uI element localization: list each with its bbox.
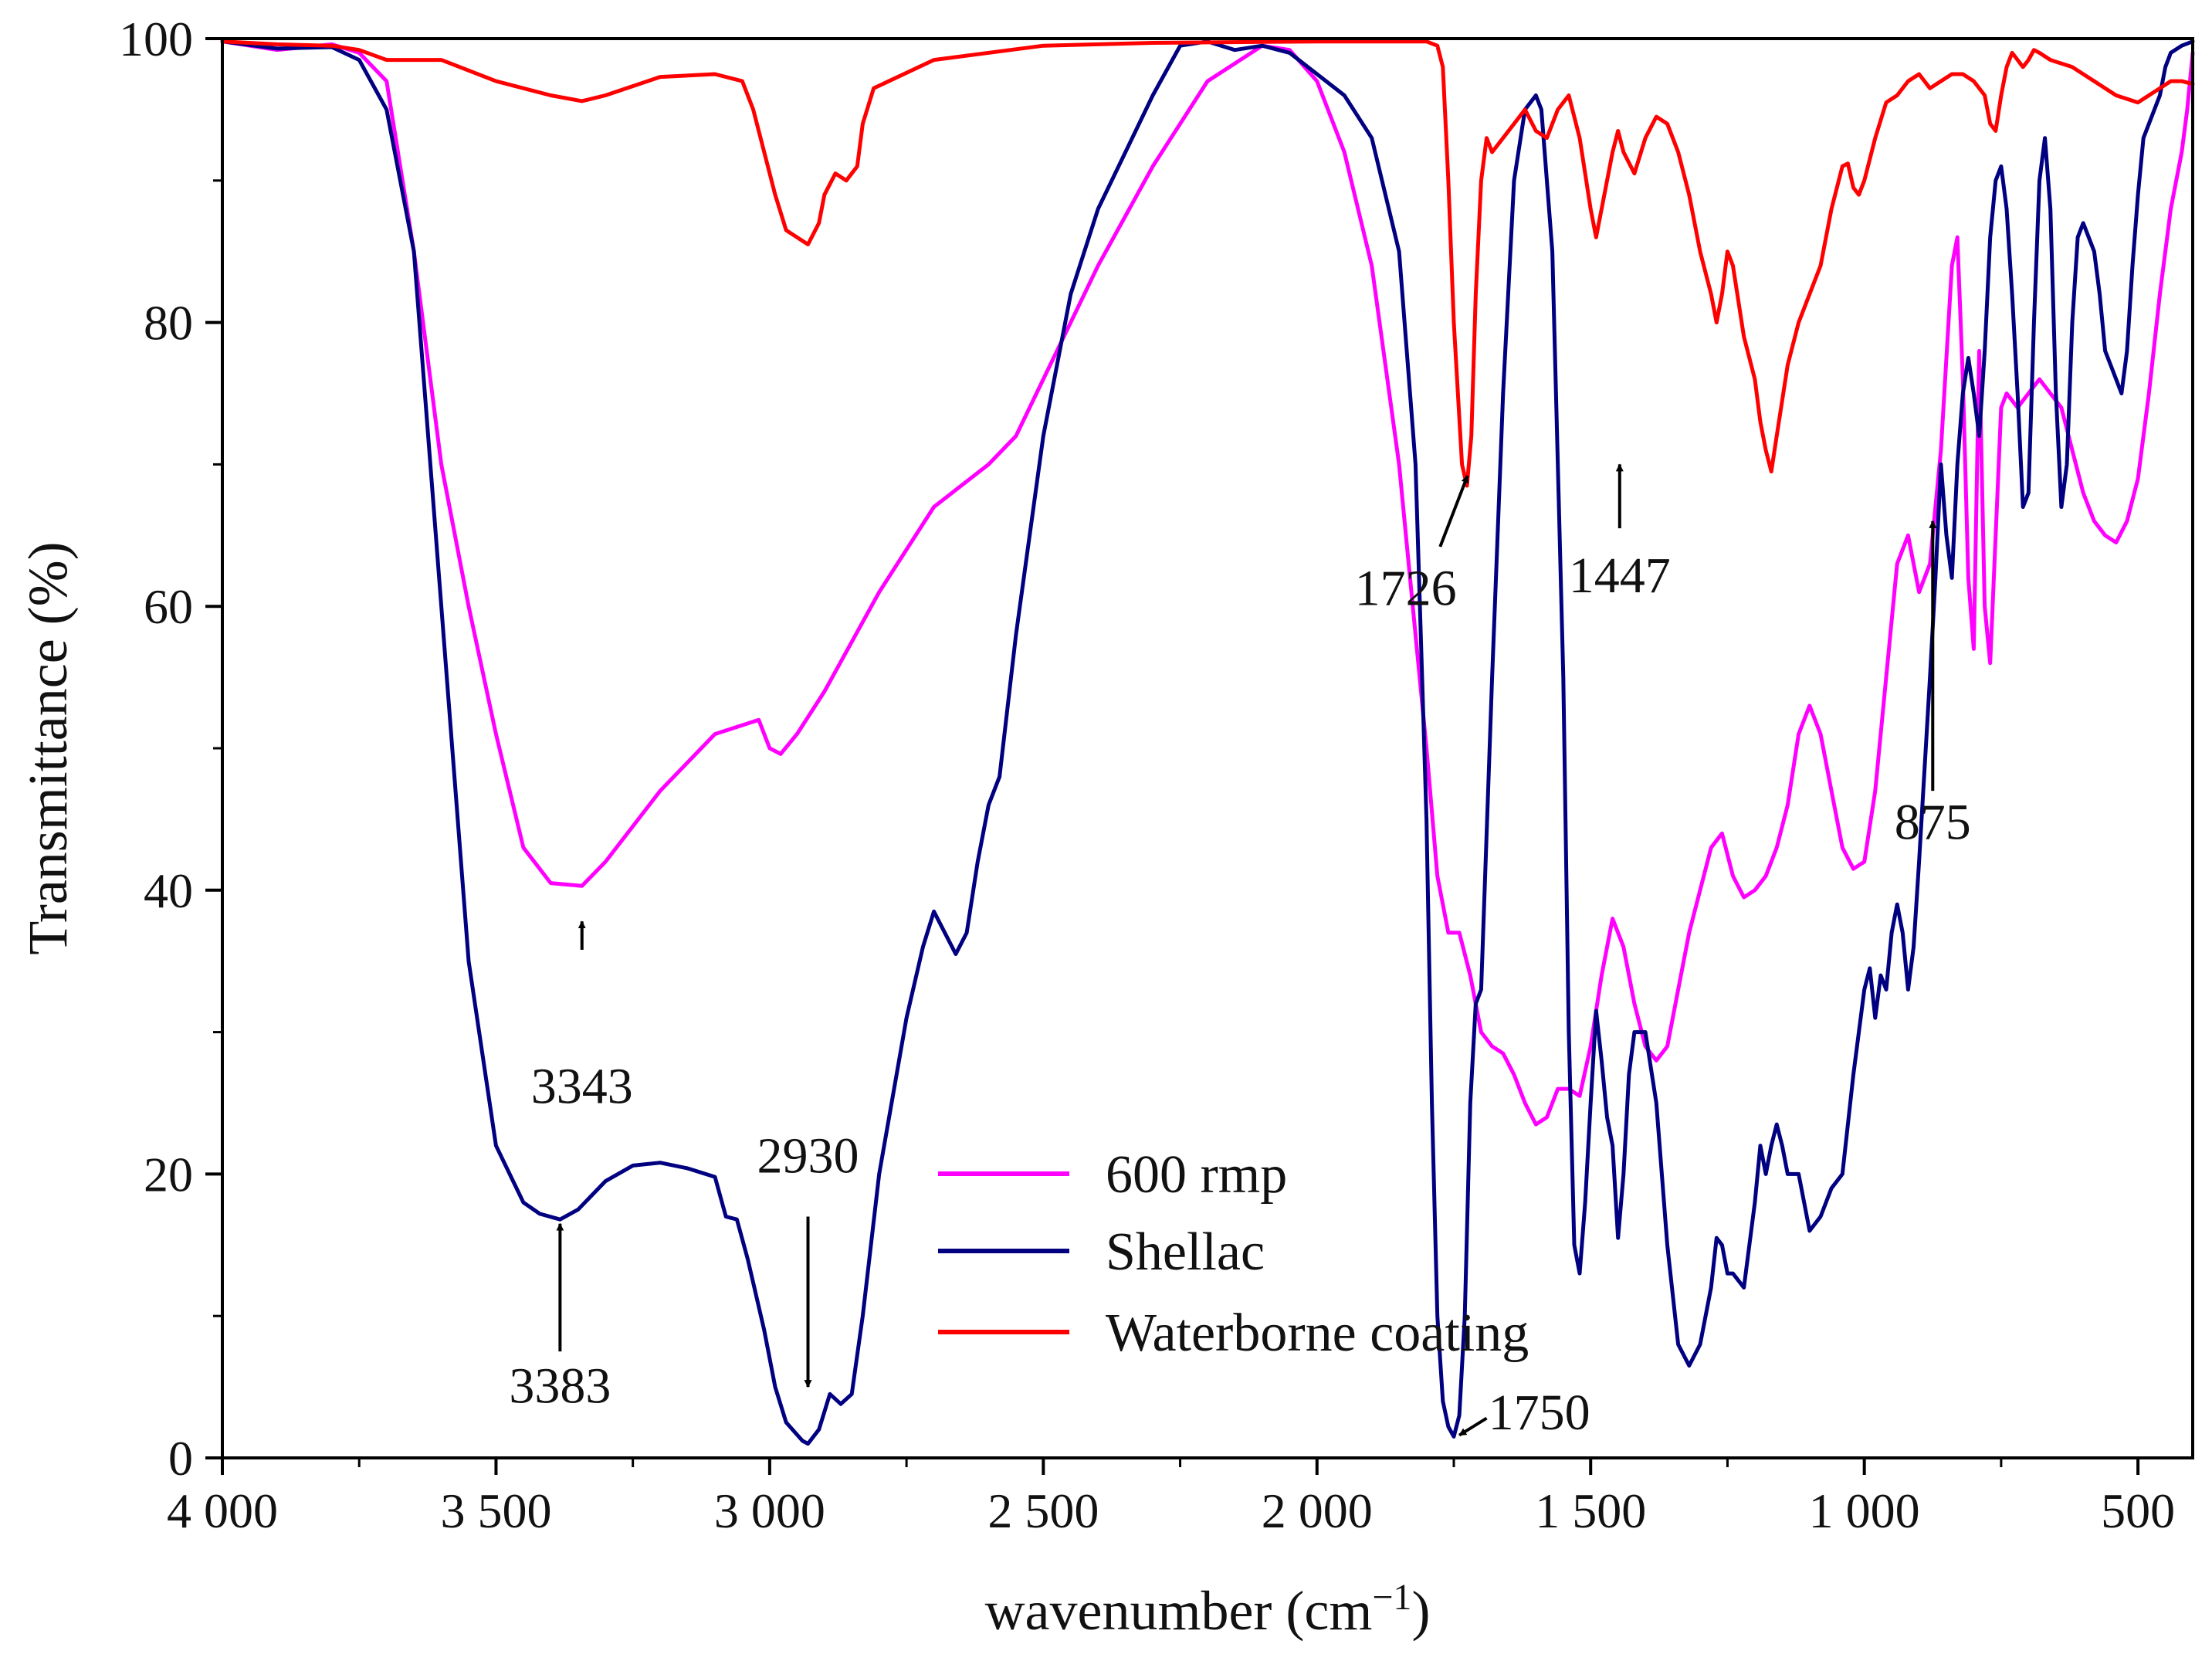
annotation-label-1726: 1726 xyxy=(1355,560,1457,616)
x-tick-label: 3 500 xyxy=(440,1483,551,1538)
x-tick-label: 2 000 xyxy=(1262,1483,1373,1538)
annotation-label-1447: 1447 xyxy=(1569,547,1671,604)
legend-label: 600 rmp xyxy=(1106,1145,1287,1205)
y-tick-label: 0 xyxy=(168,1431,193,1486)
x-axis-title: wavenumber (cm−1) xyxy=(985,1577,1431,1642)
series-layer xyxy=(220,39,2195,1446)
legend-item-waterborne-coating: Waterborne coating xyxy=(938,1303,1529,1363)
series-line-waterborne-coating xyxy=(220,39,2195,488)
series-line-shellac xyxy=(220,39,2195,1446)
y-tick-label: 20 xyxy=(144,1147,193,1202)
y-tick-label: 40 xyxy=(144,863,193,918)
x-tick-label: 3 000 xyxy=(714,1483,825,1538)
x-axis-ticks: 4 000 3 500 3 000 2 500 2 000 1 500 1 000 500 xyxy=(167,1458,2175,1538)
annotation-arrow-1750 xyxy=(1458,1416,1488,1437)
annotation-label-875: 875 xyxy=(1895,795,1971,851)
x-axis-title-text: wavenumber (cm xyxy=(985,1580,1373,1642)
annotations: 3343 3383 2930 1726 1447 875 1750 xyxy=(509,463,1971,1441)
annotation-label-1750: 1750 xyxy=(1489,1385,1590,1441)
legend-item-shellac: Shellac xyxy=(938,1222,1265,1282)
x-axis-title-superscript: −1 xyxy=(1372,1577,1411,1618)
y-tick-label: 100 xyxy=(119,12,193,66)
x-tick-label: 1 000 xyxy=(1809,1483,1920,1538)
y-axis-title: Transmittance (%) xyxy=(17,541,79,954)
annotation-label-3383: 3383 xyxy=(509,1358,611,1414)
x-tick-label: 2 500 xyxy=(987,1483,1099,1538)
annotation-label-3343: 3343 xyxy=(531,1058,633,1114)
legend-label: Shellac xyxy=(1106,1222,1265,1282)
legend: 600 rmp Shellac Waterborne coating xyxy=(938,1145,1529,1363)
x-axis-title-close: ) xyxy=(1411,1580,1430,1642)
annotation-arrow-1726 xyxy=(1438,475,1469,547)
x-tick-label: 1 500 xyxy=(1535,1483,1646,1538)
legend-item-600-rmp: 600 rmp xyxy=(938,1145,1287,1205)
y-tick-label: 80 xyxy=(144,296,193,351)
x-tick-label: 500 xyxy=(2101,1483,2175,1538)
series-line-600-rmp xyxy=(220,39,2195,1127)
annotation-label-2930: 2930 xyxy=(757,1128,859,1185)
x-tick-label: 4 000 xyxy=(167,1483,278,1538)
y-tick-label: 60 xyxy=(144,579,193,634)
legend-label: Waterborne coating xyxy=(1106,1303,1529,1363)
y-axis-ticks: 0 20 40 60 80 100 xyxy=(119,12,222,1486)
